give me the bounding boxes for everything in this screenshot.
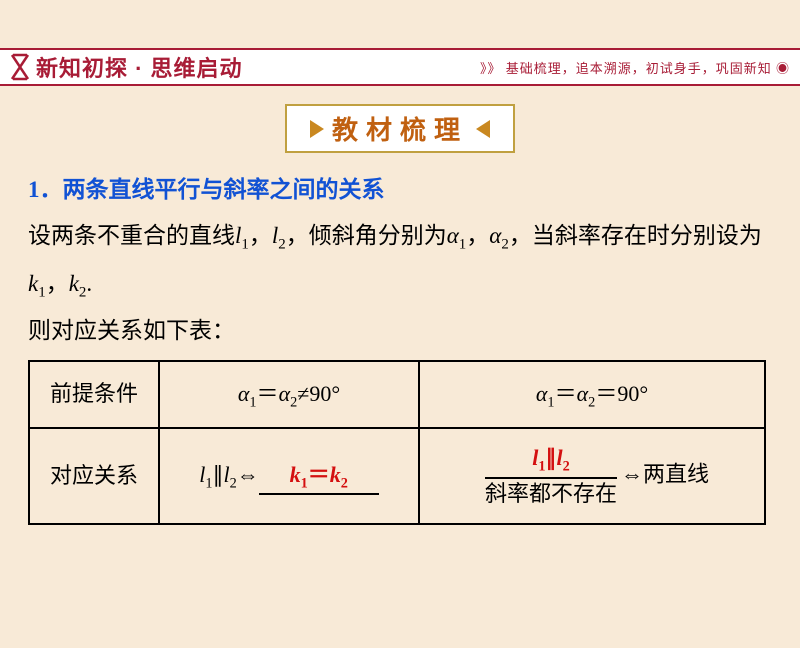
- paragraph-1: 设两条不重合的直线l1，l2，倾斜角分别为α1，α2，当斜率存在时分别设为k1，…: [28, 213, 772, 308]
- fill-blank-1: k1＝k2: [259, 463, 379, 494]
- cell-precondition-label: 前提条件: [29, 361, 159, 428]
- table-row: 对应关系 l1∥l2⇔k1＝k2 l1∥l2 斜率都不存在 ⇔两直线: [29, 428, 765, 524]
- cell-relation-label: 对应关系: [29, 428, 159, 524]
- fraction-block: l1∥l2 斜率都不存在: [485, 445, 617, 508]
- heading-text: 两条直线平行与斜率之间的关系: [63, 177, 385, 202]
- section-banner: 教材梳理: [285, 104, 515, 153]
- content-area: 1．两条直线平行与斜率之间的关系 设两条不重合的直线l1，l2，倾斜角分别为α1…: [0, 153, 800, 525]
- table-row: 前提条件 α1＝α2≠90° α1＝α2＝90°: [29, 361, 765, 428]
- p1-b: ，倾斜角分别为: [286, 223, 447, 248]
- paragraph-2: 则对应关系如下表：: [28, 308, 772, 354]
- cell-cond-1: α1＝α2≠90°: [159, 361, 419, 428]
- cell-relation-2: l1∥l2 斜率都不存在 ⇔两直线: [419, 428, 765, 524]
- section-banner-text: 教材梳理: [332, 110, 468, 147]
- relation-table: 前提条件 α1＝α2≠90° α1＝α2＝90° 对应关系 l1∥l2⇔k1＝k…: [28, 360, 766, 525]
- play-right-icon: [310, 120, 324, 138]
- cell-cond-2: α1＝α2＝90°: [419, 361, 765, 428]
- header-bar: 新知初探 · 思维启动 》》 基础梳理，追本溯源，初试身手，巩固新知 ◉: [0, 48, 800, 86]
- play-left-icon: [476, 120, 490, 138]
- heading-number: 1．: [28, 177, 63, 202]
- p1-a: 设两条不重合的直线: [28, 223, 235, 248]
- frac-bottom: 斜率都不存在: [485, 479, 617, 507]
- cell-relation-1: l1∥l2⇔k1＝k2: [159, 428, 419, 524]
- p1-c: ，当斜率存在时分别设为: [509, 223, 762, 248]
- header-subtitle: 》》 基础梳理，追本溯源，初试身手，巩固新知 ◉: [480, 58, 790, 77]
- topic-heading: 1．两条直线平行与斜率之间的关系: [28, 167, 772, 213]
- header-title: 新知初探 · 思维启动: [36, 51, 243, 83]
- logo-icon: [8, 53, 32, 81]
- cell3-right: ⇔两直线: [621, 461, 709, 486]
